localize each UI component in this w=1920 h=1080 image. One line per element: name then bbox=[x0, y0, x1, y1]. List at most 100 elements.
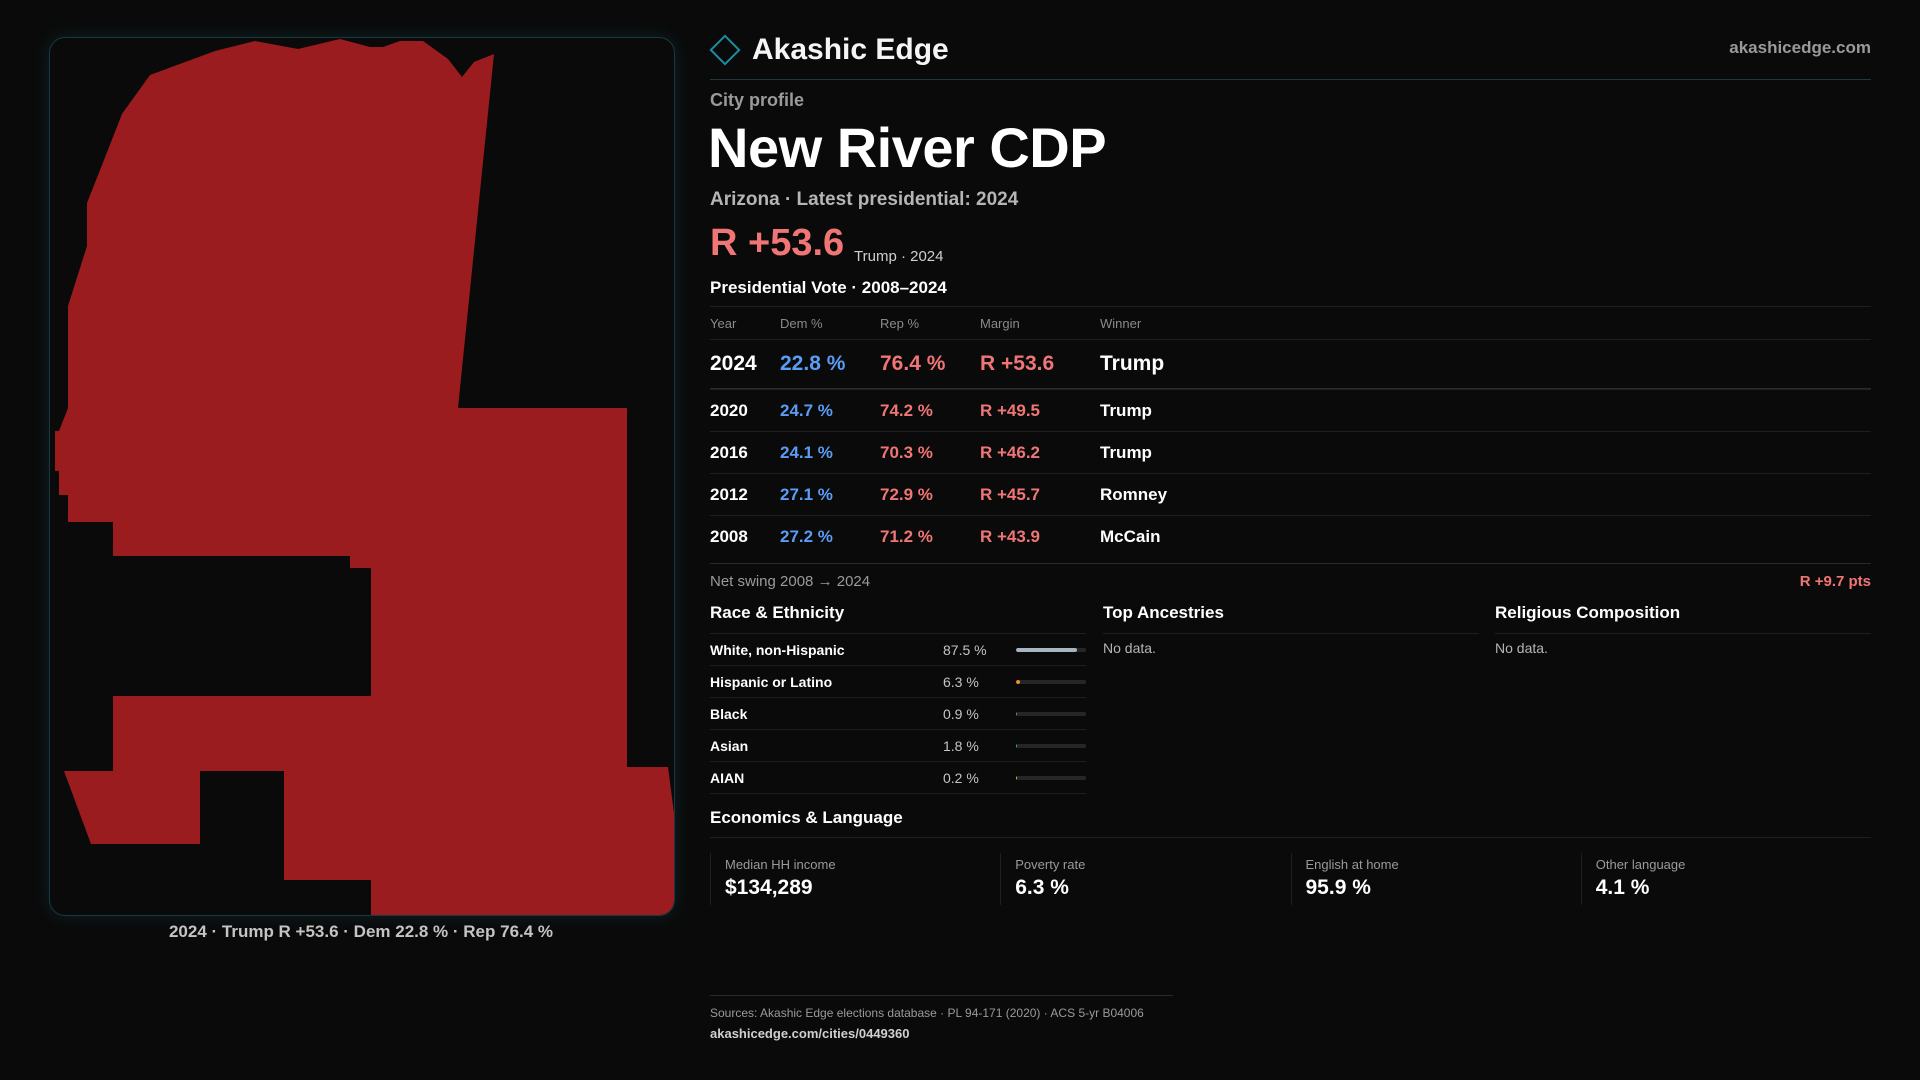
cell-margin: R +45.7 bbox=[980, 484, 1041, 504]
economics-section-divider bbox=[710, 837, 1871, 838]
city-boundary-shape bbox=[55, 39, 674, 915]
stat-value: 4.1 % bbox=[1595, 876, 1650, 899]
page-eyebrow: City profile bbox=[710, 90, 805, 110]
economics-section-title: Economics & Language bbox=[710, 808, 903, 827]
city-boundary-map bbox=[55, 39, 674, 915]
list-item: AIAN 0.2 % bbox=[710, 762, 1086, 794]
stat-card-income: Median HH income $134,289 bbox=[710, 853, 1000, 905]
table-row: 2016 24.1 % 70.3 % R +46.2 Trump bbox=[710, 431, 1871, 473]
race-label: Asian bbox=[710, 737, 749, 754]
stat-card-other-language: Other language 4.1 % bbox=[1580, 853, 1871, 905]
headline-margin: R +53.6 bbox=[710, 222, 845, 264]
race-bar bbox=[1016, 711, 1086, 716]
cell-dem: 22.8 % bbox=[780, 352, 846, 375]
cell-dem: 24.7 % bbox=[780, 400, 833, 420]
race-section-divider bbox=[710, 633, 1086, 634]
economics-cards: Median HH income $134,289 Poverty rate 6… bbox=[710, 853, 1871, 905]
cell-year: 2024 bbox=[710, 352, 757, 375]
presidential-vote-table: Year Dem % Rep % Margin Winner 2024 22.8… bbox=[710, 306, 1871, 557]
stat-label: Other language bbox=[1595, 857, 1686, 872]
site-link[interactable]: akashicedge.com bbox=[1729, 38, 1871, 57]
race-label: White, non-Hispanic bbox=[710, 641, 845, 658]
race-value: 6.3 % bbox=[943, 673, 979, 690]
cell-year: 2008 bbox=[710, 526, 748, 546]
column-header-dem: Dem % bbox=[780, 315, 823, 331]
race-label: Black bbox=[710, 705, 748, 722]
column-header-rep: Rep % bbox=[880, 315, 920, 331]
column-header-margin: Margin bbox=[980, 315, 1020, 331]
cell-winner: McCain bbox=[1100, 526, 1161, 546]
stat-card-english: English at home 95.9 % bbox=[1290, 853, 1581, 905]
cell-margin: R +43.9 bbox=[980, 526, 1041, 546]
table-row: 2020 24.7 % 74.2 % R +49.5 Trump bbox=[710, 389, 1871, 431]
stat-label: Poverty rate bbox=[1015, 857, 1086, 872]
cell-rep: 71.2 % bbox=[880, 526, 933, 546]
race-bar-fill bbox=[1016, 647, 1078, 652]
cell-rep: 70.3 % bbox=[880, 442, 933, 462]
race-bar bbox=[1016, 775, 1086, 780]
ancestries-section-divider bbox=[1103, 633, 1479, 634]
cell-margin: R +53.6 bbox=[980, 352, 1055, 375]
cell-year: 2020 bbox=[710, 400, 748, 420]
cell-year: 2012 bbox=[710, 484, 748, 504]
list-item: Black 0.9 % bbox=[710, 698, 1086, 730]
table-bottom-divider bbox=[710, 563, 1871, 564]
stat-value: 95.9 % bbox=[1305, 876, 1371, 899]
footer-divider bbox=[710, 995, 1173, 996]
cell-margin: R +46.2 bbox=[980, 442, 1041, 462]
religion-section-divider bbox=[1495, 633, 1871, 634]
stat-value: $134,289 bbox=[725, 876, 813, 899]
page-subtitle: Arizona · Latest presidential: 2024 bbox=[710, 189, 1019, 210]
stat-value: 6.3 % bbox=[1015, 876, 1069, 899]
race-label: Hispanic or Latino bbox=[710, 673, 833, 690]
race-bar bbox=[1016, 647, 1086, 652]
cell-year: 2016 bbox=[710, 442, 748, 462]
cell-dem: 27.2 % bbox=[780, 526, 833, 546]
stat-label: English at home bbox=[1305, 857, 1399, 872]
table-row: 2012 27.1 % 72.9 % R +45.7 Romney bbox=[710, 473, 1871, 515]
brand-name: Akashic Edge bbox=[752, 33, 949, 66]
table-row: 2008 27.2 % 71.2 % R +43.9 McCain bbox=[710, 515, 1871, 557]
column-header-year: Year bbox=[710, 315, 737, 331]
race-bar-fill bbox=[1016, 743, 1018, 748]
column-header-winner: Winner bbox=[1100, 315, 1142, 331]
stat-label: Median HH income bbox=[725, 857, 836, 872]
race-bar bbox=[1016, 679, 1086, 684]
cell-winner: Trump bbox=[1100, 352, 1165, 375]
cell-rep: 76.4 % bbox=[880, 352, 946, 375]
ancestries-section-title: Top Ancestries bbox=[1103, 603, 1224, 622]
race-bar-fill bbox=[1016, 679, 1021, 684]
cell-winner: Trump bbox=[1100, 400, 1152, 420]
cell-dem: 27.1 % bbox=[780, 484, 833, 504]
sources-text: Sources: Akashic Edge elections database… bbox=[710, 1006, 1144, 1020]
race-bar-fill bbox=[1016, 711, 1017, 716]
footer-url-link[interactable]: akashicedge.com/cities/0449360 bbox=[710, 1026, 910, 1041]
list-item: Asian 1.8 % bbox=[710, 730, 1086, 762]
table-header-row: Year Dem % Rep % Margin Winner bbox=[710, 306, 1871, 339]
header-divider bbox=[710, 79, 1871, 80]
race-value: 0.2 % bbox=[943, 769, 979, 786]
cell-winner: Romney bbox=[1100, 484, 1168, 504]
diamond-outline-icon bbox=[709, 34, 741, 66]
brand[interactable]: Akashic Edge bbox=[709, 30, 949, 70]
race-bar bbox=[1016, 743, 1086, 748]
race-section-title: Race & Ethnicity bbox=[710, 603, 845, 622]
page-title: New River CDP bbox=[708, 116, 1107, 179]
net-swing-label: Net swing 2008 → 2024 bbox=[710, 573, 871, 590]
stat-card-poverty: Poverty rate 6.3 % bbox=[1000, 853, 1290, 905]
vote-table-title: Presidential Vote · 2008–2024 bbox=[710, 278, 947, 297]
cell-winner: Trump bbox=[1100, 442, 1152, 462]
net-swing-value: R +9.7 pts bbox=[1799, 573, 1871, 590]
race-value: 87.5 % bbox=[943, 641, 987, 658]
list-item: Hispanic or Latino 6.3 % bbox=[710, 666, 1086, 698]
race-value: 0.9 % bbox=[943, 705, 979, 722]
cell-rep: 74.2 % bbox=[880, 400, 933, 420]
cell-margin: R +49.5 bbox=[980, 400, 1041, 420]
ancestries-empty: No data. bbox=[1103, 640, 1156, 656]
cell-rep: 72.9 % bbox=[880, 484, 933, 504]
religion-empty: No data. bbox=[1495, 640, 1548, 656]
list-item: White, non-Hispanic 87.5 % bbox=[710, 634, 1086, 666]
map-caption: 2024 · Trump R +53.6 · Dem 22.8 % · Rep … bbox=[168, 922, 554, 941]
race-list: White, non-Hispanic 87.5 % Hispanic or L… bbox=[710, 634, 1086, 794]
race-value: 1.8 % bbox=[943, 737, 979, 754]
